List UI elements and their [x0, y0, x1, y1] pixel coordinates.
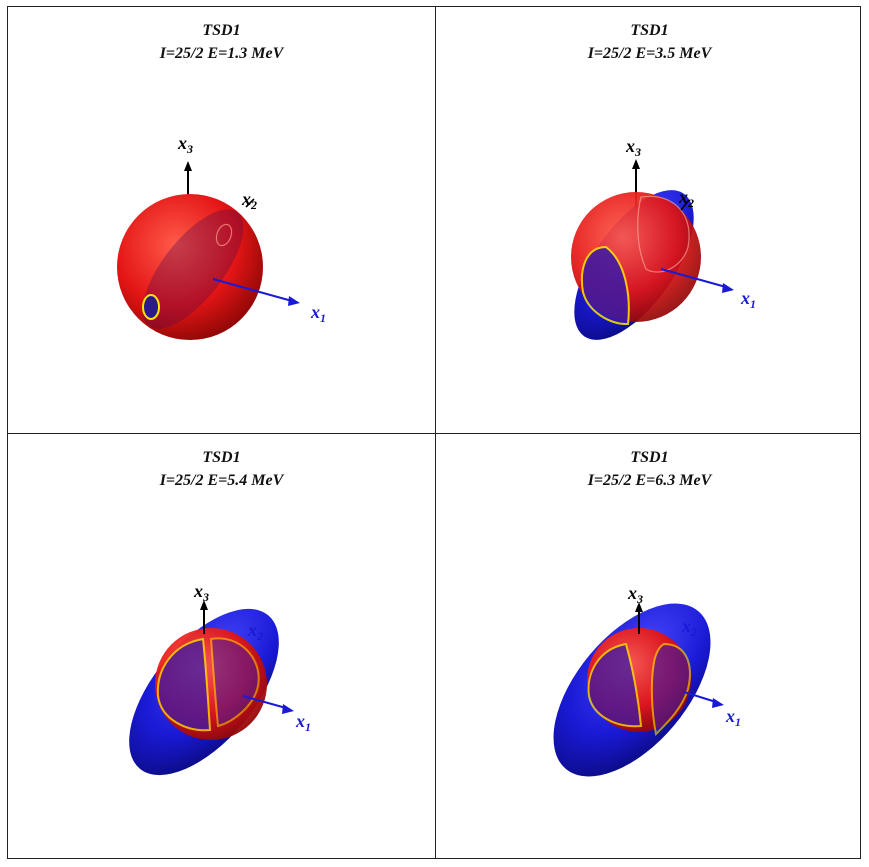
x1-label: x1 [740, 288, 756, 311]
sphere-ellipsoid-scene: x3 x2 x1 [117, 133, 326, 340]
x1-arrowhead [712, 698, 724, 708]
grid-divider-horizontal [8, 433, 860, 434]
x1-label: x1 [725, 706, 741, 729]
x1-arrowhead [282, 704, 294, 714]
panel-subtitle: I=25/2 E=1.3 MeV [159, 45, 284, 62]
figure-grid: TSD1 I=25/2 E=1.3 MeV x3 x2 x1 [7, 6, 861, 859]
x3-label: x3 [177, 133, 193, 156]
x2-axis [680, 199, 690, 211]
panel-title: TSD1 [202, 449, 241, 466]
sphere-ellipsoid-scene: x3 x2 x1 [129, 581, 311, 776]
x1-label: x1 [295, 711, 311, 734]
x3-label: x3 [193, 581, 209, 604]
x3-arrowhead [200, 600, 208, 610]
x3-label: x3 [627, 583, 643, 606]
panel-subtitle: I=25/2 E=3.5 MeV [587, 45, 712, 62]
intersection-curve-back [637, 195, 690, 273]
intersection-curve [142, 294, 160, 320]
x1-axis [242, 695, 287, 709]
intersection-curve-right [650, 642, 691, 737]
x2-label: x2 [247, 620, 263, 643]
panel-subtitle: I=25/2 E=6.3 MeV [587, 472, 712, 489]
intersection-curve-right [209, 637, 260, 728]
intersection-curve [580, 245, 630, 326]
x3-arrowhead [184, 161, 192, 171]
panel-e-3-5: TSD1 I=25/2 E=3.5 MeV [436, 7, 863, 433]
panel-title: TSD1 [202, 22, 241, 39]
x2-label: x2 [678, 187, 694, 210]
blue-ellipsoid-inside [142, 209, 244, 329]
panel-subtitle: I=25/2 E=5.4 MeV [159, 472, 284, 489]
x1-arrowhead [288, 296, 300, 306]
x1-axis [683, 691, 717, 703]
x2-label: x2 [681, 616, 697, 639]
intersection-curve-back [215, 223, 233, 247]
x1-arrowhead [722, 283, 734, 293]
panel-e-1-3: TSD1 I=25/2 E=1.3 MeV x3 x2 x1 [8, 7, 435, 433]
sphere-ellipsoid-scene: x3 x2 x1 [571, 136, 756, 340]
x3-arrowhead [632, 159, 640, 169]
panel-title: TSD1 [630, 449, 669, 466]
panel-e-5-4: TSD1 I=25/2 E=5.4 MeV [8, 434, 435, 860]
x1-axis [212, 278, 293, 302]
x2-axis [245, 198, 255, 208]
x1-axis [660, 268, 727, 288]
x3-label: x3 [625, 136, 641, 159]
x1-label: x1 [310, 302, 326, 325]
panel-title: TSD1 [630, 22, 669, 39]
intersection-curve-left [587, 642, 643, 728]
x2-label: x2 [241, 189, 257, 212]
intersection-curve-left [156, 637, 212, 732]
sphere-ellipsoid-scene: x3 x2 x1 [553, 583, 741, 777]
grid-divider-vertical [435, 7, 436, 858]
panel-e-6-3: TSD1 I=25/2 E=6.3 MeV [436, 434, 863, 860]
x3-arrowhead [635, 602, 643, 612]
